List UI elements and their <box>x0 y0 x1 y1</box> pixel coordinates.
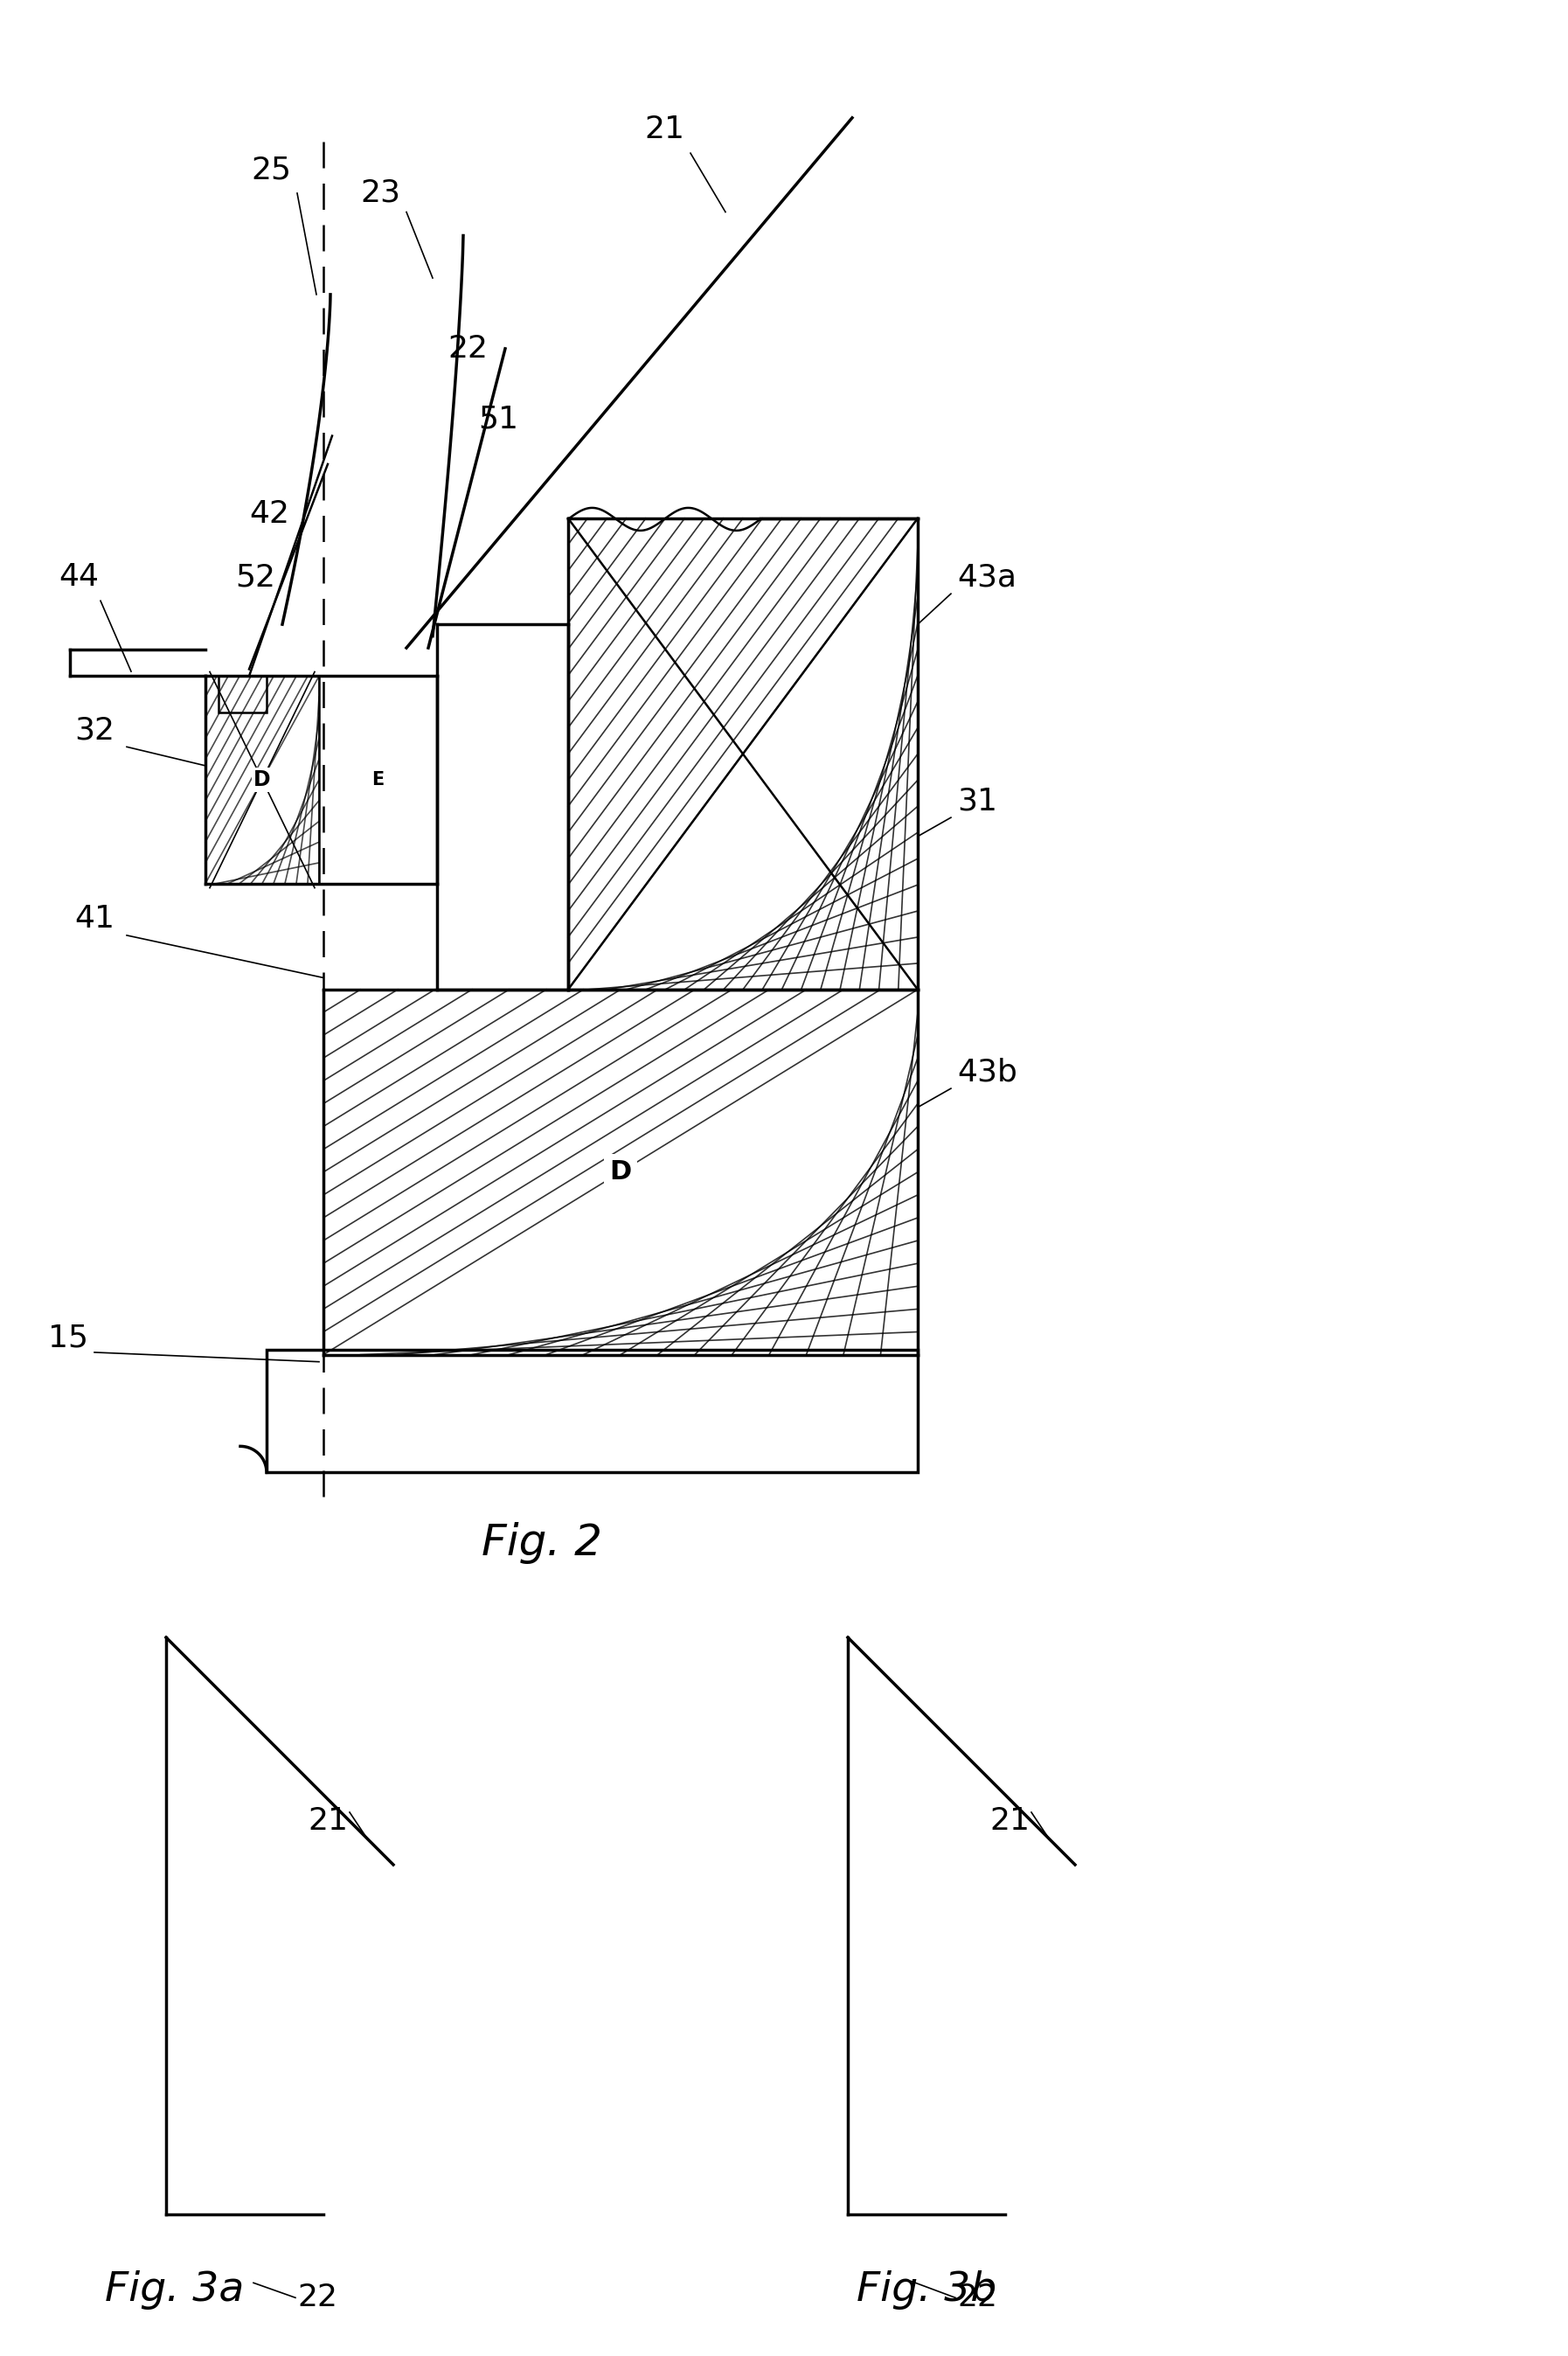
Text: 43a: 43a <box>956 563 1016 591</box>
Text: 22: 22 <box>298 2283 337 2314</box>
Text: 22: 22 <box>956 2283 997 2314</box>
Text: E: E <box>372 770 384 789</box>
Text: 21: 21 <box>644 115 684 144</box>
Text: 23: 23 <box>361 179 400 207</box>
Text: 25: 25 <box>251 155 292 184</box>
Text: 41: 41 <box>74 905 114 933</box>
Text: D: D <box>254 770 271 789</box>
Text: 42: 42 <box>249 499 290 528</box>
Text: 52: 52 <box>235 563 276 591</box>
Text: 21: 21 <box>307 1807 348 1835</box>
Text: 15: 15 <box>49 1324 88 1352</box>
Text: 22: 22 <box>447 335 488 363</box>
Text: 43b: 43b <box>956 1058 1018 1086</box>
Text: Fig. 3a: Fig. 3a <box>105 2271 245 2309</box>
Text: 51: 51 <box>478 405 519 434</box>
Text: 21: 21 <box>989 1807 1030 1835</box>
Text: Fig. 3b: Fig. 3b <box>856 2271 997 2309</box>
Text: D: D <box>610 1159 632 1185</box>
Text: 44: 44 <box>58 563 99 591</box>
Bar <box>267 1350 917 1472</box>
Bar <box>218 676 267 714</box>
Text: 31: 31 <box>956 787 997 815</box>
Text: Fig. 2: Fig. 2 <box>481 1522 602 1564</box>
Text: 32: 32 <box>74 716 114 744</box>
